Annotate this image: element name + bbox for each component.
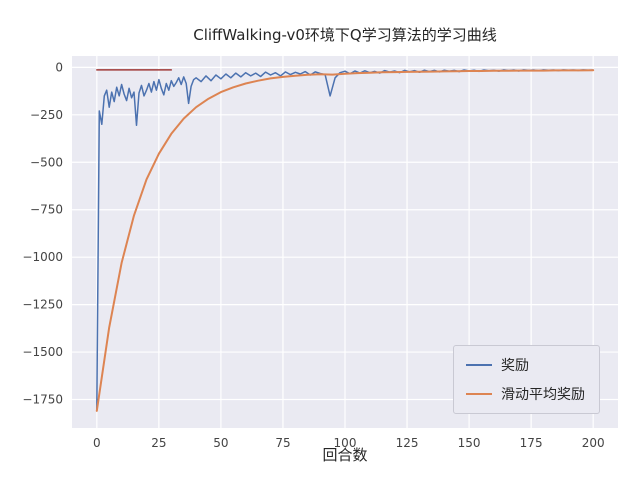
x-axis-label: 回合数 [322,446,368,464]
svg-text:175: 175 [520,436,543,450]
svg-text:−750: −750 [30,203,63,217]
legend-label-reward: 奖励 [501,358,529,374]
reward-line-swatch [466,364,492,366]
legend-entry-reward: 奖励 [466,355,585,375]
svg-text:−500: −500 [30,155,63,169]
chart-title: CliffWalking-v0环境下Q学习算法的学习曲线 [193,26,497,44]
svg-text:−1250: −1250 [22,298,63,312]
moving-average-line-swatch [466,393,492,395]
svg-text:−1750: −1750 [22,393,63,407]
legend: 奖励 滑动平均奖励 [453,345,600,414]
svg-text:150: 150 [458,436,481,450]
svg-text:−1500: −1500 [22,345,63,359]
svg-text:200: 200 [582,436,605,450]
svg-text:100: 100 [334,436,357,450]
legend-label-moving-average: 滑动平均奖励 [501,387,585,403]
svg-text:25: 25 [151,436,166,450]
svg-text:75: 75 [275,436,290,450]
legend-entry-moving-average: 滑动平均奖励 [466,384,585,404]
svg-text:−250: −250 [30,108,63,122]
svg-text:0: 0 [55,60,63,74]
svg-text:50: 50 [213,436,228,450]
svg-text:125: 125 [396,436,419,450]
svg-text:−1000: −1000 [22,250,63,264]
svg-text:0: 0 [93,436,101,450]
